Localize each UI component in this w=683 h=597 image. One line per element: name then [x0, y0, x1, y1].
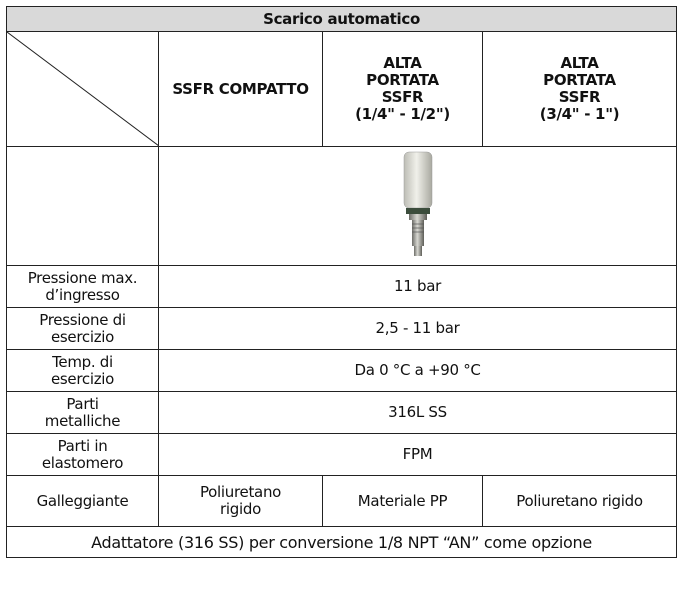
row-label: Pressione max.d’ingresso — [7, 266, 159, 308]
value-text: Da 0 °C a +90 °C — [354, 361, 480, 379]
row-label: Galleggiante — [7, 476, 159, 527]
value-text: 316L SS — [388, 403, 447, 421]
text-line: d’ingresso — [45, 286, 119, 304]
text-line: Materiale PP — [358, 492, 447, 510]
text-line: SSFR — [382, 88, 424, 106]
image-cell — [159, 147, 677, 266]
empty-cell — [7, 147, 159, 266]
text-line: Poliuretano — [200, 483, 281, 501]
text-line: esercizio — [51, 370, 114, 388]
footer-text: Adattatore (316 SS) per conversione 1/8 … — [91, 533, 592, 552]
text-line: Parti — [66, 395, 98, 413]
text-line: SSFR — [559, 88, 601, 106]
spec-row: Pressione max.d’ingresso 11 bar — [7, 266, 677, 308]
value-text: FPM — [403, 445, 433, 463]
product-image — [398, 148, 438, 260]
page: Scarico automatico SSFR COMPATTOALTAPORT… — [0, 0, 683, 597]
row-value: FPM — [159, 434, 677, 476]
row-value: Materiale PP — [323, 476, 483, 527]
text-line: esercizio — [51, 328, 114, 346]
text-line: (1/4" - 1/2") — [355, 105, 450, 123]
text-line: Poliuretano rigido — [516, 492, 642, 510]
row-value: 11 bar — [159, 266, 677, 308]
corner-cell — [7, 32, 159, 147]
text-line: ALTA — [383, 54, 421, 72]
footer-cell: Adattatore (316 SS) per conversione 1/8 … — [7, 527, 677, 558]
text-line: PORTATA — [366, 71, 439, 89]
row-value: Da 0 °C a +90 °C — [159, 350, 677, 392]
title-text: Scarico automatico — [263, 10, 420, 28]
column-header: SSFR COMPATTO — [159, 32, 323, 147]
footer-row: Adattatore (316 SS) per conversione 1/8 … — [7, 527, 677, 558]
label-text: Galleggiante — [37, 492, 129, 510]
text-line: Pressione max. — [28, 269, 138, 287]
text-line: ALTA — [560, 54, 598, 72]
corner-diagonal — [7, 32, 159, 146]
text-line: Pressione di — [39, 311, 125, 329]
value-text: 2,5 - 11 bar — [376, 319, 460, 337]
text-line: Parti in — [58, 437, 108, 455]
value-text: 11 bar — [394, 277, 441, 295]
table-title: Scarico automatico — [7, 7, 677, 32]
text-line: Temp. di — [52, 353, 113, 371]
row-value: 316L SS — [159, 392, 677, 434]
text-line: SSFR COMPATTO — [172, 80, 308, 98]
text-line: elastomero — [42, 454, 123, 472]
text-line: PORTATA — [543, 71, 616, 89]
text-line: metalliche — [45, 412, 120, 430]
text-line: rigido — [220, 500, 261, 518]
row-value: 2,5 - 11 bar — [159, 308, 677, 350]
text-line: (3/4" - 1") — [540, 105, 620, 123]
row-value: Poliuretano rigido — [483, 476, 677, 527]
